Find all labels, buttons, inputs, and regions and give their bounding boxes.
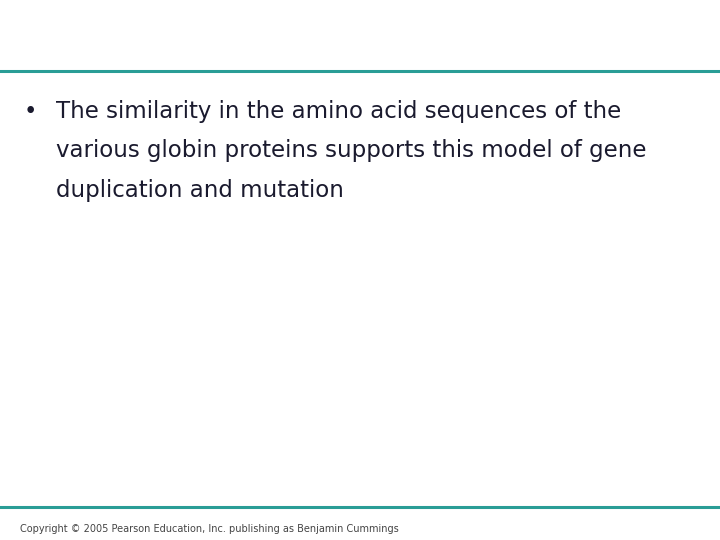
Text: various globin proteins supports this model of gene: various globin proteins supports this mo… (56, 139, 647, 163)
Text: Copyright © 2005 Pearson Education, Inc. publishing as Benjamin Cummings: Copyright © 2005 Pearson Education, Inc.… (20, 523, 399, 534)
Text: The similarity in the amino acid sequences of the: The similarity in the amino acid sequenc… (56, 100, 621, 123)
Text: •: • (24, 100, 37, 123)
Text: duplication and mutation: duplication and mutation (56, 179, 344, 202)
